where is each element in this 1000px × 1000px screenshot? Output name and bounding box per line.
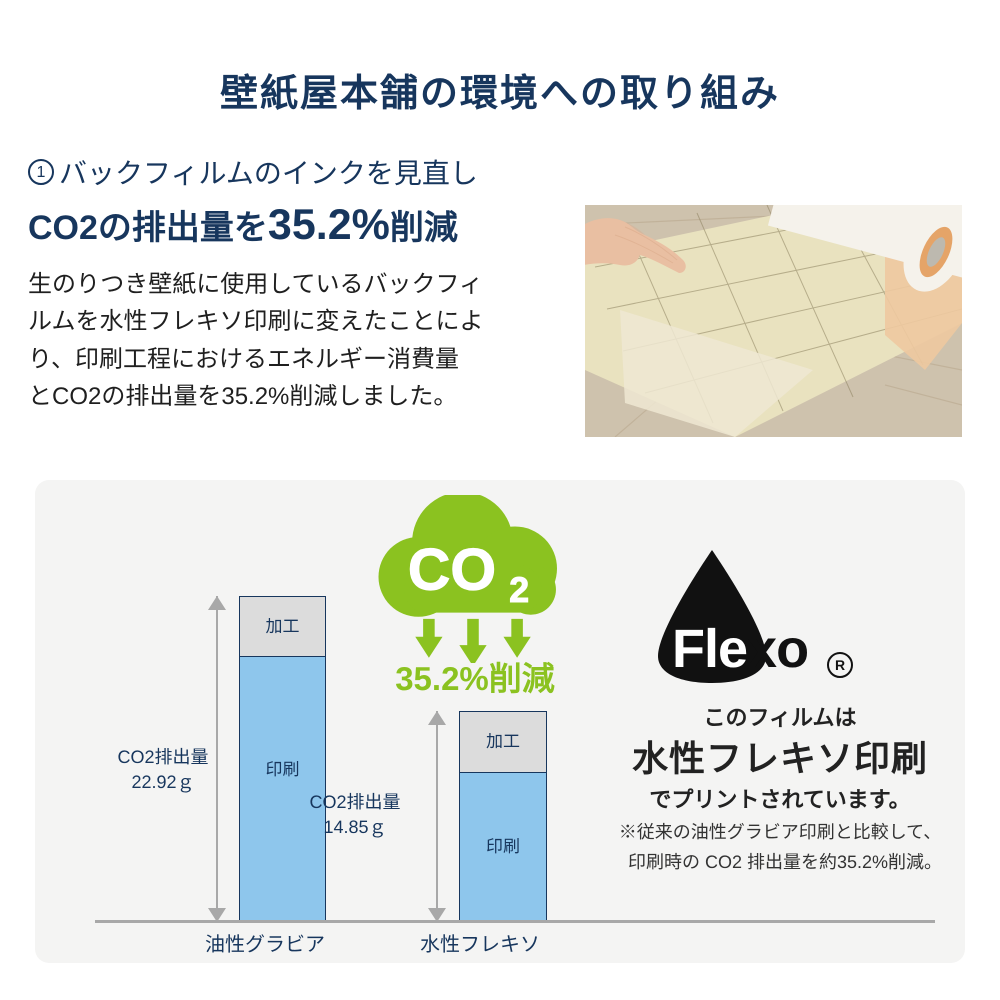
svg-text:CO: CO <box>408 536 496 602</box>
svg-text:2: 2 <box>509 571 529 611</box>
